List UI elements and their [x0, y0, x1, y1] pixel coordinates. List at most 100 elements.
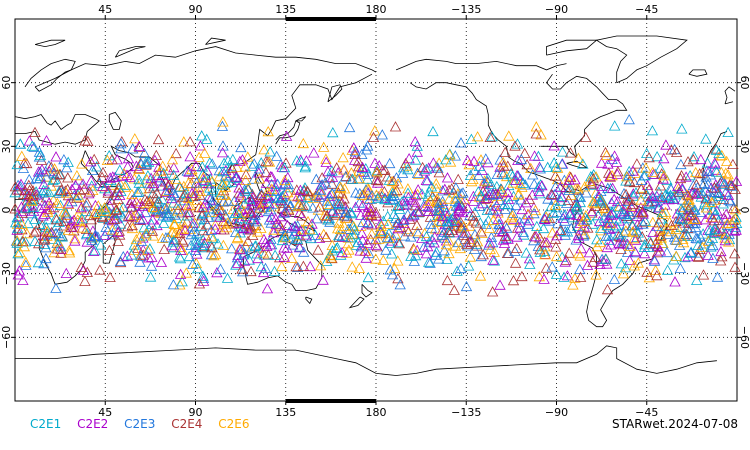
- observation-triangle: [53, 216, 65, 227]
- observation-triangle: [627, 226, 639, 237]
- observation-triangle: [512, 154, 524, 166]
- observation-triangle: [682, 203, 694, 215]
- observation-triangle: [176, 207, 188, 218]
- observation-triangle: [502, 199, 514, 210]
- observation-triangle: [21, 188, 33, 200]
- observation-triangle: [612, 166, 624, 177]
- observation-triangle: [390, 229, 402, 240]
- observation-triangle: [81, 197, 93, 208]
- observation-triangle: [556, 146, 569, 157]
- observation-triangle: [370, 174, 383, 185]
- observation-triangle: [651, 150, 663, 162]
- observation-triangle: [176, 276, 188, 287]
- observation-triangle: [160, 211, 173, 222]
- observation-triangle: [266, 211, 278, 222]
- observation-triangle: [622, 194, 635, 205]
- observation-triangle: [572, 229, 585, 241]
- observation-triangle: [11, 184, 23, 195]
- observation-triangle: [683, 197, 695, 208]
- observation-triangle: [577, 158, 589, 169]
- observation-triangle: [562, 194, 575, 205]
- observation-triangle: [33, 237, 45, 249]
- observation-triangle: [581, 259, 594, 270]
- observation-triangle: [264, 146, 276, 157]
- observation-triangle: [278, 188, 291, 199]
- observation-triangle: [30, 186, 42, 197]
- observation-triangle: [480, 153, 492, 164]
- observation-triangle: [429, 231, 441, 242]
- observation-triangle: [590, 269, 602, 280]
- observation-triangle: [599, 202, 611, 214]
- observation-triangle: [207, 195, 219, 206]
- coast-scandinavia: [24, 58, 76, 92]
- observation-triangle: [677, 233, 689, 244]
- observation-triangle: [342, 223, 354, 234]
- observation-triangle: [79, 205, 92, 217]
- observation-triangle: [168, 161, 180, 173]
- observation-triangle: [458, 220, 470, 232]
- observation-triangle: [167, 236, 180, 247]
- observation-triangle: [320, 231, 332, 242]
- observation-triangle: [113, 225, 125, 236]
- observation-triangle: [55, 247, 67, 258]
- observation-triangle: [572, 152, 585, 163]
- observation-triangle: [316, 172, 328, 183]
- observation-triangle: [389, 121, 402, 132]
- observation-triangle: [513, 188, 525, 199]
- observation-triangle: [551, 206, 563, 218]
- observation-triangle: [468, 155, 480, 166]
- observation-triangle: [286, 252, 298, 263]
- observation-triangle: [551, 162, 564, 173]
- observation-triangle: [28, 141, 40, 152]
- observation-triangle: [233, 187, 245, 198]
- observation-triangle: [115, 138, 127, 149]
- observation-triangle: [468, 164, 481, 176]
- observation-triangle: [184, 207, 196, 218]
- observation-triangle: [297, 260, 310, 271]
- observation-triangle: [716, 251, 728, 262]
- observation-triangle: [183, 166, 195, 177]
- lon-label-bottom: 180: [366, 406, 387, 419]
- observation-triangle: [203, 191, 215, 202]
- observation-triangle: [567, 279, 579, 290]
- lon-label-bottom: −45: [635, 406, 658, 419]
- observation-triangle: [517, 177, 529, 188]
- observation-triangle: [29, 235, 41, 246]
- observation-triangle: [166, 154, 179, 165]
- observation-triangle: [642, 196, 655, 207]
- observation-triangle: [233, 182, 245, 193]
- lat-label-right: −60: [738, 326, 750, 349]
- observation-triangle: [125, 201, 138, 212]
- observation-triangle: [600, 149, 613, 161]
- observation-triangle: [27, 185, 39, 196]
- observation-triangle: [304, 224, 316, 235]
- observation-triangle: [159, 186, 172, 198]
- observation-triangle: [487, 204, 499, 215]
- observation-triangle: [436, 224, 448, 236]
- observation-triangle: [76, 216, 88, 228]
- observation-triangle: [578, 229, 590, 240]
- observation-triangle: [707, 252, 719, 263]
- observation-triangle: [420, 230, 433, 242]
- observation-triangle: [38, 257, 50, 269]
- observation-triangle: [318, 228, 330, 239]
- observation-triangle: [89, 207, 101, 219]
- observation-triangle: [496, 225, 509, 237]
- observation-triangle: [618, 208, 630, 219]
- observation-triangle: [12, 269, 24, 280]
- observation-triangle: [586, 207, 598, 218]
- observation-triangle: [182, 206, 194, 217]
- observation-triangle: [624, 254, 636, 266]
- observation-triangle: [20, 259, 32, 270]
- observation-triangle: [583, 247, 596, 258]
- observation-triangle: [446, 183, 458, 194]
- observation-triangle: [262, 125, 274, 137]
- lat-label-left: 30: [0, 139, 13, 153]
- observation-triangle: [217, 178, 229, 189]
- observation-triangle: [708, 182, 721, 193]
- observation-triangle: [333, 231, 345, 242]
- observation-triangle: [222, 217, 234, 228]
- observation-triangle: [674, 213, 686, 224]
- observation-triangle: [600, 205, 612, 216]
